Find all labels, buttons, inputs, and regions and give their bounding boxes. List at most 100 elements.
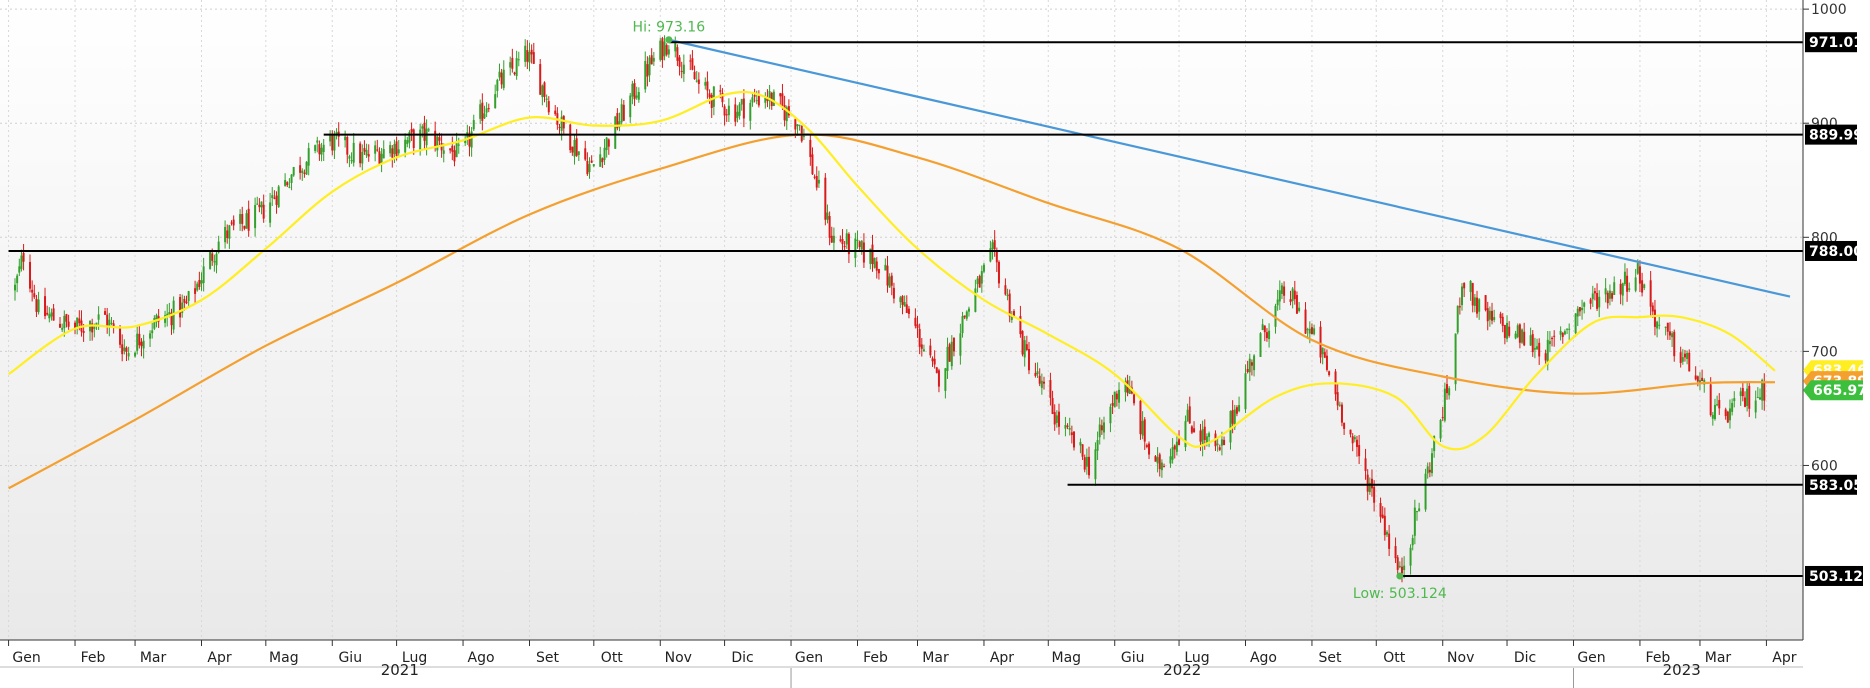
candle-body xyxy=(963,315,966,318)
candle-body xyxy=(1156,457,1159,464)
candle-body xyxy=(937,370,940,387)
candle-body xyxy=(1486,308,1489,322)
candle-body xyxy=(423,122,426,141)
candle-body xyxy=(742,98,745,119)
candle-body xyxy=(1006,294,1009,297)
x-tick-label: Lug xyxy=(402,650,427,666)
x-tick-label: Ott xyxy=(1383,650,1406,666)
y-tick-label: 600 xyxy=(1811,458,1838,474)
candle-body xyxy=(1484,295,1487,311)
candle-body xyxy=(449,148,452,151)
candle-body xyxy=(451,145,454,152)
candle-body xyxy=(93,325,96,330)
candle-body xyxy=(1606,292,1609,304)
candle-body xyxy=(1623,271,1626,285)
candle-body xyxy=(275,195,278,205)
candle-body xyxy=(1057,411,1060,427)
candle-body xyxy=(215,253,218,266)
candle-body xyxy=(841,238,844,245)
candle-body xyxy=(1370,478,1373,489)
candle-body xyxy=(1306,329,1309,331)
x-year-label: 2023 xyxy=(1663,661,1701,679)
candle-body xyxy=(965,311,968,319)
candle-body xyxy=(419,129,422,152)
candle-body xyxy=(839,239,842,241)
candle-body xyxy=(1431,453,1433,474)
candle-body xyxy=(1469,280,1472,293)
candle-body xyxy=(1446,384,1449,394)
candle-body xyxy=(933,358,936,365)
candle-body xyxy=(543,82,546,97)
candle-body xyxy=(678,57,681,67)
horizontal-levels xyxy=(8,41,1803,577)
candle-body xyxy=(689,60,692,62)
candle-body xyxy=(1233,409,1236,428)
candle-body xyxy=(1559,330,1562,335)
candle-body xyxy=(485,108,488,113)
x-tick-label: Dic xyxy=(731,650,753,666)
candle-body xyxy=(260,201,263,208)
candle-body xyxy=(464,138,467,144)
candle-body xyxy=(211,253,214,261)
candle-body xyxy=(905,304,908,313)
candle-body xyxy=(1148,443,1151,455)
candle-body xyxy=(427,129,430,131)
candle-body xyxy=(1694,375,1697,380)
candle-body xyxy=(290,174,293,183)
candle-body xyxy=(363,148,366,152)
candle-body xyxy=(335,132,338,136)
annotations: Hi: 973.16 Low: 503.124 xyxy=(633,20,1447,602)
candle-body xyxy=(907,308,910,314)
candle-body xyxy=(1424,473,1427,510)
candle-body xyxy=(226,230,229,239)
grid xyxy=(0,0,1803,640)
candle-body xyxy=(112,323,115,327)
candle-body xyxy=(65,314,68,322)
candle-body xyxy=(665,45,668,55)
candle-body xyxy=(389,145,392,154)
candle-body xyxy=(1576,308,1579,317)
candle-body xyxy=(584,148,587,160)
candle-body xyxy=(254,205,257,229)
candle-body xyxy=(1338,404,1341,406)
candle-body xyxy=(1109,406,1112,424)
candle-body xyxy=(1508,326,1511,336)
candle-body xyxy=(862,242,865,263)
candle-body xyxy=(1085,456,1088,467)
candle-body xyxy=(1396,557,1399,570)
candle-body xyxy=(1025,344,1028,351)
candle-body xyxy=(1004,285,1007,295)
x-tick-label: Ago xyxy=(1250,650,1277,666)
candle-body xyxy=(151,330,154,334)
candle-body xyxy=(1458,306,1461,308)
candle-body xyxy=(1671,333,1674,338)
candle-body xyxy=(1351,436,1354,444)
candle-body xyxy=(1613,282,1616,295)
x-tick-label: Apr xyxy=(207,650,231,666)
candle-body xyxy=(97,314,100,320)
candle-body xyxy=(1733,398,1736,402)
candle-body xyxy=(318,144,321,155)
candle-body xyxy=(380,153,383,165)
candle-body xyxy=(14,284,17,291)
candle-body xyxy=(1649,280,1652,307)
candle-body xyxy=(1070,432,1073,436)
candle-body xyxy=(1653,309,1656,327)
candle-body xyxy=(1083,457,1086,470)
candle-body xyxy=(1246,368,1249,373)
candle-body xyxy=(935,367,938,373)
candle-body xyxy=(1621,283,1624,296)
candle-body xyxy=(1040,380,1043,388)
candle-body xyxy=(603,147,606,160)
candle-body xyxy=(187,291,190,302)
extreme-annotation-label: Hi: 973.16 xyxy=(633,20,706,36)
candle-body xyxy=(1298,307,1301,312)
candle-body xyxy=(1358,445,1361,457)
candle-body xyxy=(16,275,19,284)
candle-body xyxy=(1051,397,1054,414)
candle-body xyxy=(511,57,514,69)
extreme-point-marker xyxy=(1396,572,1404,580)
candle-body xyxy=(299,165,302,173)
